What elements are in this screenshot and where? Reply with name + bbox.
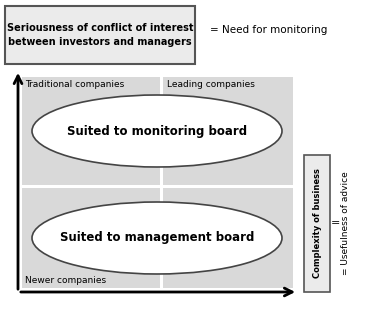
Text: Suited to management board: Suited to management board [60, 232, 254, 244]
Text: Leading companies: Leading companies [167, 80, 255, 89]
Bar [22, 188, 160, 288]
Bar [22, 77, 160, 185]
FancyBboxPatch shape [304, 155, 330, 292]
Bar [163, 77, 293, 185]
Bar [163, 188, 293, 288]
Text: Traditional companies: Traditional companies [25, 80, 124, 89]
Text: =: = [330, 218, 340, 228]
Ellipse shape [32, 202, 282, 274]
Text: = Usefulness of advice: = Usefulness of advice [340, 171, 350, 275]
Text: Complexity of business: Complexity of business [312, 168, 321, 278]
Text: Suited to monitoring board: Suited to monitoring board [67, 124, 247, 138]
Text: Newer companies: Newer companies [25, 276, 106, 285]
Ellipse shape [32, 95, 282, 167]
Text: = Need for monitoring: = Need for monitoring [210, 25, 327, 35]
Text: Seriousness of conflict of interest
between investors and managers: Seriousness of conflict of interest betw… [7, 23, 193, 47]
FancyBboxPatch shape [5, 6, 195, 64]
